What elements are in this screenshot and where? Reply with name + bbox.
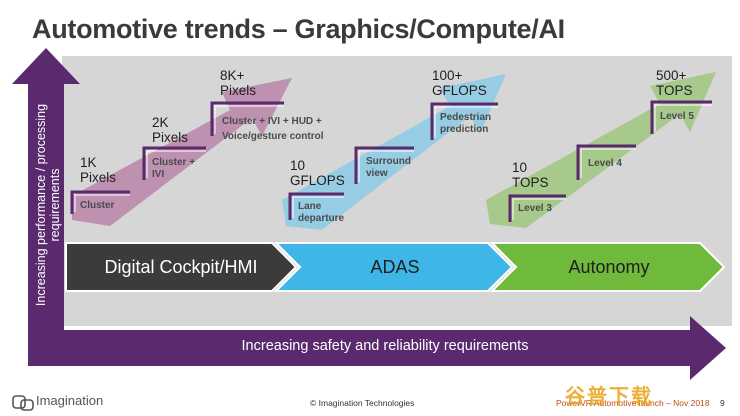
autonomy-step-3: [650, 100, 712, 134]
autonomy-feature-1: Level 3: [518, 203, 552, 214]
autonomy-step-2: [576, 144, 636, 180]
phase-chevron-borders: [65, 242, 726, 292]
adas-step-2: [354, 146, 414, 184]
imagination-logo-icon: [12, 395, 34, 411]
footer-copyright: © Imagination Technologies: [310, 398, 415, 408]
x-axis-label: Increasing safety and reliability requir…: [241, 338, 529, 354]
slide-title: Automotive trends – Graphics/Compute/AI: [32, 14, 565, 44]
phase-chevron-autonomy: [492, 243, 724, 291]
phase-chevron-cockpit: [66, 243, 296, 291]
autonomy-feature-2: Level 4: [588, 158, 622, 169]
adas-value-3: 100+ GFLOPS: [432, 68, 487, 98]
adas-step-1: [288, 192, 344, 220]
y-axis-arrow: [12, 48, 80, 360]
step-outlines: [70, 100, 712, 222]
phase-label-adas: ADAS: [370, 257, 420, 277]
x-axis-arrow: [28, 316, 726, 380]
watermark-stamp: 谷普下载: [565, 386, 653, 408]
cockpit-feature-2: Cluster + IVI: [152, 157, 196, 180]
autonomy-trend-arrow: [486, 72, 716, 228]
cockpit-trend-arrow: [72, 78, 292, 226]
footer-logo-text: Imagination: [36, 393, 104, 408]
adas-feature-3: Pedestrian prediction: [440, 112, 492, 135]
cockpit-step-3: [210, 101, 284, 136]
adas-trend-arrow: [282, 74, 506, 230]
autonomy-step-1: [508, 194, 566, 222]
cockpit-step-2: [142, 146, 206, 180]
cockpit-value-1: 1K Pixels: [80, 155, 117, 185]
cockpit-value-2: 2K Pixels: [152, 115, 189, 145]
cockpit-feature-1: Cluster: [80, 200, 115, 211]
adas-step-3: [430, 102, 498, 140]
phase-chevron-adas: [276, 243, 512, 291]
step-highlights: [74, 104, 712, 220]
y-axis-label: Increasing performance / processing requ…: [34, 103, 62, 307]
phase-label-autonomy: Autonomy: [568, 257, 650, 277]
phase-label-cockpit: Digital Cockpit/HMI: [104, 257, 258, 277]
footer-event: PowerVR Automotive launch – Nov 2018: [556, 398, 710, 408]
adas-feature-1: Lane departure: [298, 201, 345, 224]
cockpit-step-1: [70, 190, 130, 214]
autonomy-value-1: 10 TOPS: [512, 160, 549, 190]
cockpit-value-3: 8K+ Pixels: [220, 68, 257, 98]
autonomy-feature-3: Level 5: [660, 111, 694, 122]
footer-page-number: 9: [720, 398, 725, 408]
autonomy-value-3: 500+ TOPS: [656, 68, 693, 98]
adas-value-1: 10 GFLOPS: [290, 158, 345, 188]
cockpit-feature-3: Cluster + IVI + HUD + Voice/gesture cont…: [222, 116, 324, 142]
adas-feature-2: Surround view: [366, 156, 411, 179]
